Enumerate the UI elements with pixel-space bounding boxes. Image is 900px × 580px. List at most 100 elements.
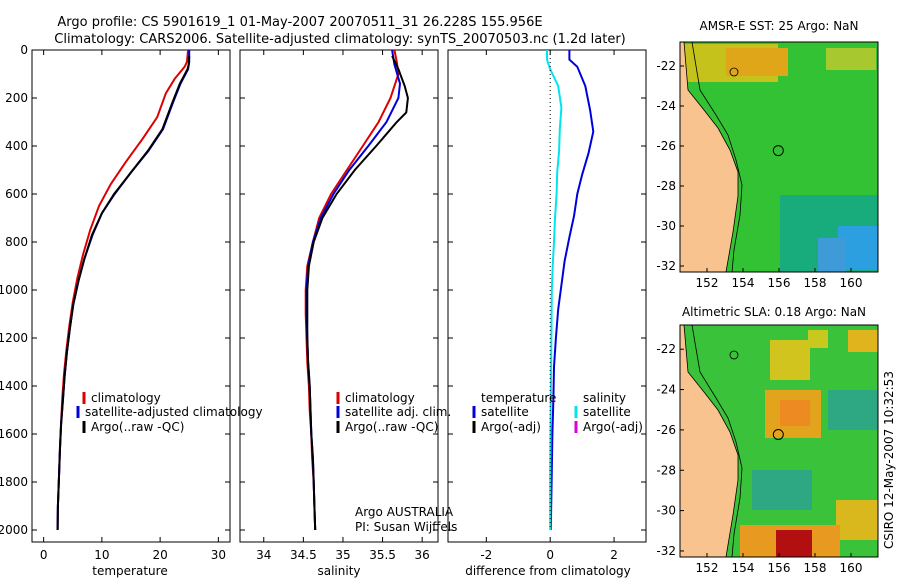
lon-tick-label: 160 [840,561,863,575]
sla-low-patch [752,470,812,510]
y-tick-label: 1600 [0,427,28,441]
y-tick-label: 200 [5,91,28,105]
difference-panel-frame [447,49,647,543]
sla-high-patch [808,330,828,348]
sla-high-patch [770,340,810,380]
lon-tick-label: 152 [696,276,719,290]
lon-tick-label: 156 [768,561,791,575]
sla-high-patch [836,500,878,540]
lon-tick-label: 160 [840,276,863,290]
x-tick-label: 35 [335,548,350,562]
sla-isobath [691,325,743,557]
lat-tick-label: -30 [656,504,676,518]
series-line-salinity-satellite [546,50,563,530]
sst-australia-coast [680,42,739,272]
lon-tick-label: 158 [804,561,827,575]
y-tick-label: 1400 [0,379,28,393]
legend-label-argo: Argo(..raw -QC) [345,420,438,434]
legend-label-sal-satellite: satellite [583,405,631,419]
lon-tick-label: 156 [768,276,791,290]
sst-map-field [680,42,878,272]
lat-tick-label: -26 [656,139,676,153]
lat-tick-label: -26 [656,423,676,437]
x-tick-label: 20 [152,548,167,562]
legend-label-climatology: climatology [345,391,415,405]
legend-label-climatology: climatology [91,391,161,405]
lat-tick-label: -28 [656,463,676,477]
lon-tick-label: 158 [804,276,827,290]
side-timestamp-label: CSIRO 12-May-2007 10:32:53 [882,371,896,549]
y-tick-label: 2000 [0,523,28,537]
x-axis-label-salinity: salinity [317,564,360,578]
sst-map-title: AMSR-E SST: 25 Argo: NaN [700,19,859,33]
difference-legend: temperature satellite Argo(-adj) salinit… [472,391,643,434]
sst-cold-patch [818,238,846,272]
y-tick-label: 600 [5,187,28,201]
x-tick-label: 35.5 [369,548,396,562]
series-line-climatology [304,49,400,531]
series-line-argo-raw-qc [56,55,191,531]
x-tick-label: 34 [256,548,271,562]
x-tick-label: -2 [480,548,492,562]
x-tick-label: 0 [40,548,48,562]
salinity-legend: climatology satellite adj. clim. Argo(..… [336,391,451,434]
credit-line-1: Argo AUSTRALIA [355,505,454,519]
x-tick-label: 36 [415,548,430,562]
lat-tick-label: -32 [656,544,676,558]
x-axis-label-temperature: temperature [92,564,167,578]
legend-label-temp-argo: Argo(-adj) [481,420,541,434]
sla-max-patch [776,530,812,557]
series-line-argo-raw-qc [306,55,409,531]
x-axis-label-difference: difference from climatology [465,564,631,578]
legend-title-salinity: salinity [583,391,626,405]
lat-tick-label: -22 [656,59,676,73]
x-tick-label: 34.5 [290,548,317,562]
x-tick-label: 10 [94,548,109,562]
legend-title-temperature: temperature [481,391,556,405]
sla-peak-patch [780,400,810,426]
x-tick-label: 0 [546,548,554,562]
header-line-1: Argo profile: CS 5901619_1 01-May-2007 2… [57,15,542,30]
salinity-panel-frame [239,49,439,543]
y-tick-label: 800 [5,235,28,249]
y-tick-label: 400 [5,139,28,153]
sst-map-ticks: -22 -24 -26 -28 -30 -32 152 154 156 158 160 [656,59,862,290]
legend-label-sal-argo: Argo(-adj) [583,420,643,434]
sst-float-marker [772,145,784,157]
y-tick-label: 1800 [0,475,28,489]
sst-warm-patch [826,48,876,70]
sst-isobath [691,42,743,272]
sla-low-patch [828,390,878,430]
lat-tick-label: -30 [656,219,676,233]
axes-group: 0 10 20 30020040060080010001200140016001800… [0,43,646,562]
lat-tick-label: -32 [656,259,676,273]
sla-float-marker [772,429,784,440]
legend-label-argo: Argo(..raw -QC) [91,420,184,434]
sla-high-patch [848,330,878,352]
lon-tick-label: 154 [732,561,755,575]
sla-map-ticks: -22 -24 -26 -28 -30 -32 152 154 156 158 160 [656,342,862,575]
sst-reef [729,67,739,77]
legend-label-satellite-adjusted: satellite-adjusted climatology [85,405,263,419]
legend-label-temp-satellite: satellite [481,405,529,419]
x-tick-label: 2 [610,548,618,562]
sla-reef [729,350,739,360]
sla-map: Altimetric SLA: 0.18 Argo: NaN -22 -24 -26… [656,305,879,575]
lat-tick-label: -24 [656,99,676,113]
lon-tick-label: 152 [696,561,719,575]
series-line-satellite-adj-clim [305,49,402,531]
y-tick-label: 1000 [0,283,28,297]
legend-label-satellite-adj: satellite adj. clim. [345,405,451,419]
lat-tick-label: -24 [656,383,676,397]
sla-map-title: Altimetric SLA: 0.18 Argo: NaN [682,305,866,319]
temperature-legend: climatology satellite-adjusted climatolo… [76,391,263,434]
curves-group [56,49,595,531]
credit-line-2: PI: Susan Wijffels [355,520,457,534]
sst-map: AMSR-E SST: 25 Argo: NaN -22 -24 -26 -28 -30… [656,19,879,290]
sla-australia-coast [680,325,739,557]
y-tick-label: 0 [20,43,28,57]
lat-tick-label: -28 [656,179,676,193]
x-tick-label: 30 [211,548,226,562]
temperature-panel-frame [31,49,231,543]
